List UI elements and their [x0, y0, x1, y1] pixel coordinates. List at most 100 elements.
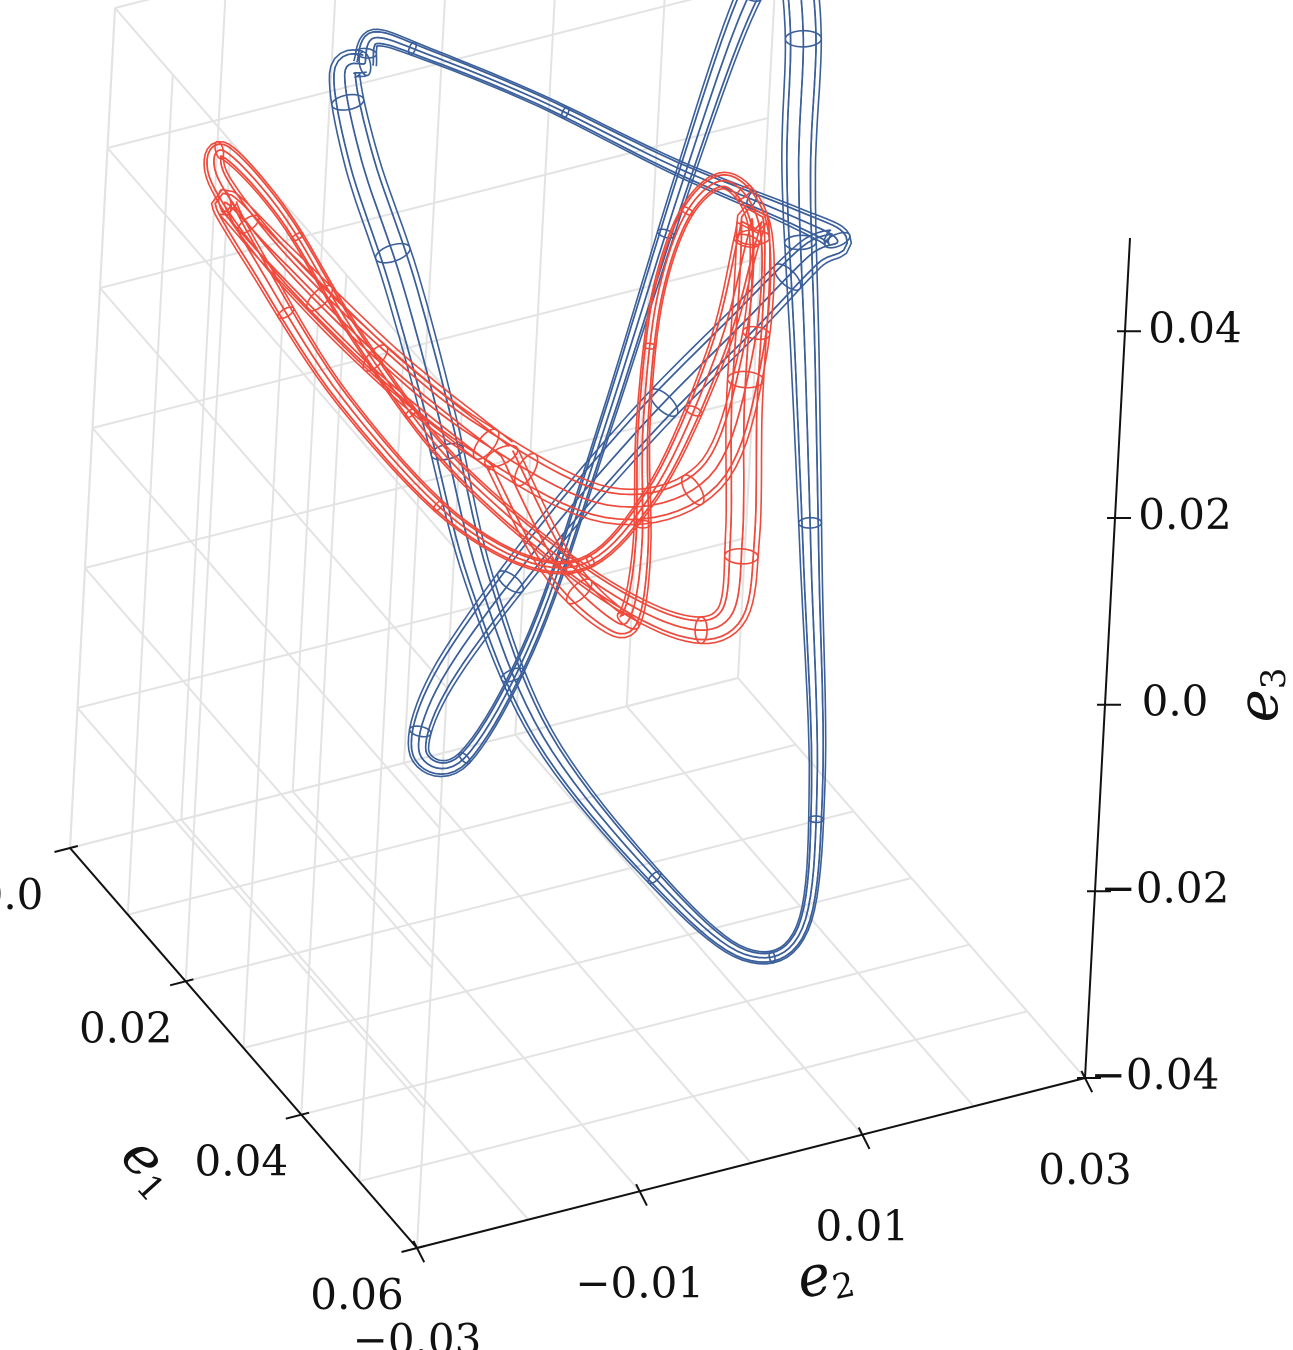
grid-line-wall — [358, 341, 406, 1182]
series-1-ring — [484, 444, 519, 468]
series-1-ring — [565, 558, 580, 576]
series-1-ring — [217, 188, 232, 216]
series-0-strand — [343, 0, 839, 959]
series-0-ring — [354, 47, 378, 59]
e1-tick-label: 0.0 — [0, 870, 43, 919]
series-1-ring — [214, 140, 225, 160]
series-0-strand — [328, 0, 853, 965]
e1-tick — [169, 978, 194, 987]
e3-axis-line — [1084, 237, 1131, 1079]
series-0-ring — [824, 231, 851, 249]
series-0-strand — [354, 0, 832, 953]
e2-tick — [412, 1240, 426, 1263]
series-1-strand — [213, 149, 763, 631]
series-1-ring — [432, 499, 444, 512]
grid-line-wall — [300, 274, 348, 1115]
series-1-ring — [362, 344, 389, 372]
e1-tick — [401, 1245, 426, 1253]
series-0-ring — [500, 667, 526, 683]
series-1-ring — [680, 205, 694, 217]
series-1-ring — [305, 284, 334, 312]
series-1-ring — [642, 342, 657, 350]
series-1-ring — [513, 452, 539, 487]
series-1-ring — [733, 233, 761, 249]
e1-tick-label: 0.06 — [310, 1270, 404, 1319]
grid-line-wall — [91, 427, 441, 829]
series-1-ring — [404, 407, 417, 419]
grid-line-wall — [114, 7, 463, 409]
series-1-ring — [565, 578, 593, 605]
series-0-ring — [647, 870, 662, 885]
series-1-strand — [218, 157, 771, 645]
e2-tick-label: −0.01 — [575, 1258, 704, 1307]
grid-line-floor — [403, 762, 752, 1164]
series-1-ring — [735, 184, 753, 201]
series-0-ring — [331, 93, 365, 111]
e3-tick-label: 0.04 — [1148, 303, 1242, 352]
grid-line-wall — [107, 0, 694, 149]
series-0-ring — [496, 570, 525, 594]
series-layer — [203, 0, 853, 965]
grid-line-floor — [625, 705, 975, 1107]
grid-line-floor — [301, 943, 970, 1116]
series-0-ring — [784, 29, 823, 48]
grid-line-wall — [99, 117, 769, 289]
series-1-ring — [277, 306, 295, 320]
series-1-strand — [203, 140, 775, 618]
e1-tick-label: 0.02 — [79, 1003, 173, 1052]
grid-line-wall — [106, 147, 456, 549]
e1-axis-title: e1 — [106, 1123, 194, 1210]
series-1-strand — [219, 155, 766, 641]
e2-tick — [635, 1183, 648, 1207]
series-0-ring — [560, 105, 570, 120]
series-1-tube — [203, 140, 775, 645]
series-1-ring — [723, 547, 759, 565]
e2-axis-line — [416, 1077, 1086, 1249]
series-0-tube — [328, 0, 853, 965]
e1-tick — [54, 845, 79, 853]
series-0-ring — [773, 263, 802, 292]
e2-tick — [1080, 1070, 1094, 1093]
series-1-ring — [694, 616, 708, 645]
series-0-ring — [407, 41, 418, 56]
e1-axis-line — [69, 847, 418, 1249]
grid-line-wall — [737, 0, 776, 679]
series-0-ring — [768, 950, 776, 964]
e1-tick-label: 0.04 — [195, 1137, 289, 1186]
e2-tick-label: 0.01 — [816, 1202, 910, 1251]
e3-axis-title: e3 — [1226, 668, 1293, 723]
series-1-ring — [633, 519, 652, 529]
series-1-ring — [735, 229, 771, 246]
series-0-ring — [808, 815, 825, 824]
series-1-ring — [472, 428, 500, 461]
series-0-ring — [797, 516, 823, 529]
series-0-ring — [656, 228, 675, 239]
e2-tick-label: −0.03 — [353, 1315, 482, 1350]
e1-tick — [285, 1111, 310, 1120]
series-0-strand — [333, 0, 849, 963]
series-1-ring — [585, 554, 596, 568]
series-0-ring — [374, 242, 411, 264]
series-1-ring — [742, 325, 771, 341]
series-1-ring — [236, 214, 260, 234]
e2-tick — [857, 1127, 871, 1150]
grid-line-floor — [737, 677, 1086, 1079]
series-1-ring — [684, 405, 703, 417]
series-1-ring — [680, 474, 705, 506]
e3-tick-label: −0.02 — [1101, 863, 1230, 912]
axis-layer — [54, 237, 1141, 1263]
grid-line-floor — [358, 1010, 1028, 1183]
series-1-ring — [291, 231, 304, 242]
series-0-strand — [353, 0, 833, 955]
series-0-ring — [458, 751, 471, 765]
series-0-ring — [358, 51, 372, 77]
grid-line-floor — [514, 734, 864, 1136]
series-0-ring — [408, 725, 432, 738]
series-1-ring — [616, 611, 640, 630]
series-1-ring — [726, 370, 765, 389]
series-1-strand — [206, 143, 772, 622]
e3-tick-label: 0.02 — [1138, 490, 1232, 539]
e3-tick-label: 0.0 — [1142, 677, 1209, 726]
series-0-ring — [783, 234, 817, 251]
